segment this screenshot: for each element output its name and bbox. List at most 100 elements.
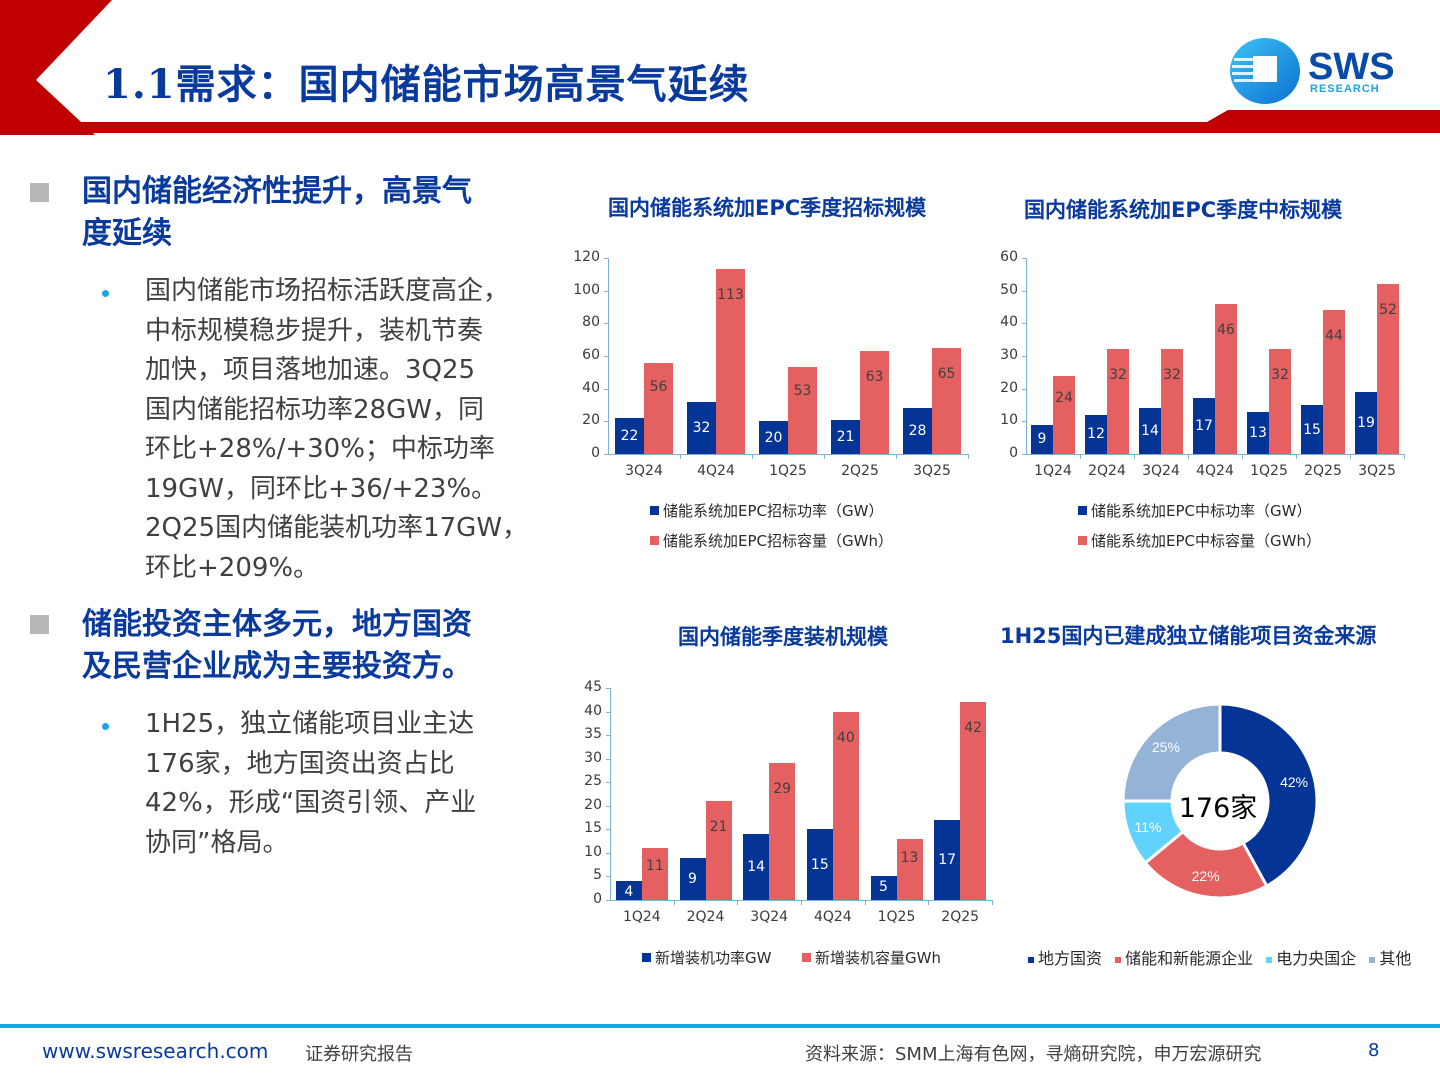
legend-item: 储能和新能源企业 xyxy=(1115,949,1253,968)
bar-capacity xyxy=(896,838,923,900)
chart-title: 国内储能季度装机规模 xyxy=(678,625,888,649)
y-tick-label: 45 xyxy=(584,679,602,695)
y-tick-label: 40 xyxy=(582,379,600,396)
donut-slice xyxy=(1143,829,1269,900)
data-label: 22 xyxy=(620,428,639,445)
y-tick-mark xyxy=(1022,388,1026,390)
legend-item: 新增装机功率GW xyxy=(642,947,771,968)
y-tick-label: 0 xyxy=(593,891,602,907)
data-label: 32 xyxy=(1109,367,1127,384)
legend-item: 储能系统加EPC招标容量（GWh） xyxy=(650,530,893,551)
y-tick-label: 120 xyxy=(573,249,600,265)
data-label: 11 xyxy=(645,857,664,874)
y-tick-label: 0 xyxy=(591,445,600,461)
x-tick-mark xyxy=(1134,454,1135,459)
data-label: 24 xyxy=(1055,389,1073,406)
bar-capacity xyxy=(1377,284,1399,454)
legend-item: 储能系统加EPC招标功率（GW） xyxy=(650,500,883,521)
bar-capacity xyxy=(644,362,673,454)
x-tick-label: 3Q24 xyxy=(750,909,789,925)
y-tick-label: 35 xyxy=(584,726,602,743)
bar-capacity xyxy=(860,351,889,454)
chart-title: 1H25国内已建成独立储能项目资金来源 xyxy=(1000,624,1377,648)
bar-capacity xyxy=(832,711,859,900)
data-label: 53 xyxy=(793,383,812,399)
footer-website-link[interactable]: www.swsresearch.com xyxy=(42,1039,269,1063)
y-axis xyxy=(1026,258,1027,455)
donut-slice xyxy=(1121,702,1222,803)
y-tick-label: 20 xyxy=(584,796,602,813)
chart-title: 国内储能系统加EPC季度招标规模 xyxy=(608,196,927,220)
bar-capacity xyxy=(769,763,796,900)
y-tick-mark xyxy=(606,805,610,807)
bar-capacity xyxy=(716,269,745,454)
y-tick-label: 0 xyxy=(1009,445,1018,461)
x-tick-mark xyxy=(1188,454,1189,459)
y-tick-mark xyxy=(606,711,610,713)
data-label: 12 xyxy=(1087,426,1105,443)
legend-swatch-icon xyxy=(1078,506,1087,515)
donut-chart: 42% 22% 11% 25% xyxy=(1121,702,1319,900)
bar-power xyxy=(806,829,833,900)
legend-swatch-icon xyxy=(650,536,659,545)
data-label: 13 xyxy=(900,849,919,866)
bar-power xyxy=(615,418,644,454)
y-tick-mark xyxy=(604,258,608,259)
x-tick-mark xyxy=(1350,454,1351,459)
y-tick-mark xyxy=(604,388,608,390)
square-bullet-icon xyxy=(30,615,49,634)
bar-power xyxy=(679,857,706,900)
bar-power xyxy=(1139,408,1161,454)
data-label: 46 xyxy=(1217,321,1235,338)
logo-subtitle: RESEARCH xyxy=(1310,83,1380,95)
data-label: 14 xyxy=(1141,423,1159,440)
x-tick-label: 4Q24 xyxy=(813,909,852,925)
data-label: 32 xyxy=(1271,367,1289,384)
data-label: 15 xyxy=(810,856,829,873)
data-label: 28 xyxy=(908,423,927,440)
x-tick-mark xyxy=(968,454,969,459)
x-tick-label: 2Q24 xyxy=(686,909,725,925)
bar-power xyxy=(759,421,788,454)
bar-power xyxy=(1085,414,1107,454)
data-label: 5 xyxy=(879,879,888,896)
y-tick-label: 30 xyxy=(1000,347,1018,363)
data-label: 14 xyxy=(747,859,766,876)
x-tick-label: 2Q24 xyxy=(1088,463,1126,479)
y-tick-mark xyxy=(606,758,610,760)
y-tick-label: 20 xyxy=(582,412,600,429)
y-tick-label: 20 xyxy=(1000,379,1018,396)
legend-item: 地方国资 xyxy=(1028,949,1102,968)
data-label: 113 xyxy=(717,287,744,304)
legend-swatch-icon xyxy=(650,506,659,515)
data-label: 15 xyxy=(1303,421,1321,438)
bar-capacity xyxy=(641,848,668,900)
x-tick-label: 2Q25 xyxy=(941,909,980,925)
y-tick-label: 100 xyxy=(573,281,600,298)
bar-capacity xyxy=(960,702,987,900)
y-tick-mark xyxy=(604,356,608,357)
bar-capacity xyxy=(705,801,732,900)
x-tick-mark xyxy=(1404,454,1405,459)
bar-power xyxy=(1031,424,1053,454)
legend-item: 其他 xyxy=(1369,949,1411,968)
y-tick-mark xyxy=(1022,290,1026,292)
legend-swatch-icon xyxy=(1266,957,1273,963)
x-tick-mark xyxy=(673,900,675,905)
logo-text: SWS xyxy=(1308,46,1395,88)
chart-title: 国内储能系统加EPC季度中标规模 xyxy=(1024,198,1343,222)
page-number: 8 xyxy=(1368,1040,1380,1061)
x-tick-label: 2Q25 xyxy=(1304,463,1342,479)
data-label: 4 xyxy=(624,884,634,901)
data-label: 63 xyxy=(865,369,884,386)
bar-capacity xyxy=(1161,349,1183,454)
page-title: 1.1需求：国内储能市场高景气延续 xyxy=(103,61,750,108)
legend-swatch-icon xyxy=(1115,957,1122,963)
data-label: 21 xyxy=(709,818,728,835)
bar-power xyxy=(903,408,932,454)
data-label: 21 xyxy=(836,428,855,445)
y-tick-mark xyxy=(604,454,608,455)
x-tick-mark xyxy=(992,900,993,905)
bar-power xyxy=(870,876,897,900)
y-tick-mark xyxy=(604,323,608,325)
